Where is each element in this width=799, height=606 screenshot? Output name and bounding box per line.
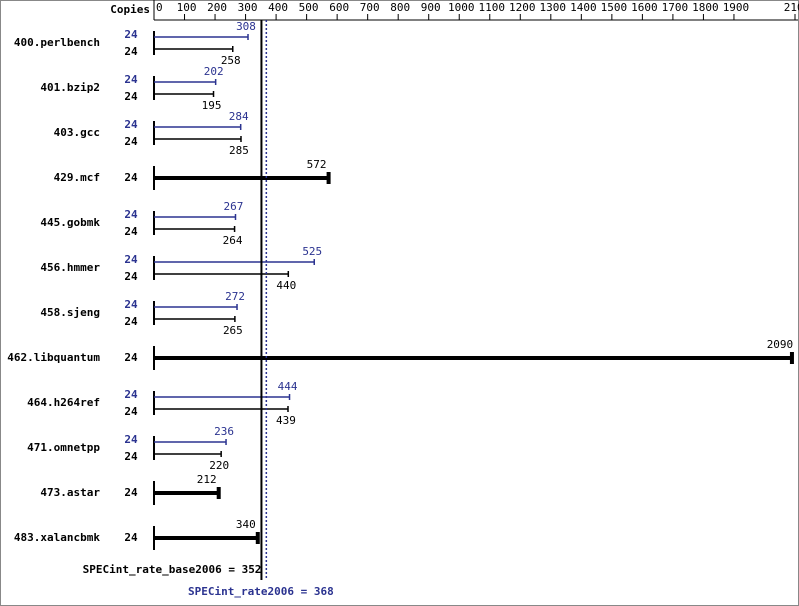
x-tick-label: 1400: [570, 1, 597, 14]
benchmark-name: 473.astar: [40, 486, 100, 499]
value-label: 267: [224, 200, 244, 213]
copies: 24: [124, 450, 138, 463]
copies: 24: [124, 433, 138, 446]
x-tick-label: 1100: [479, 1, 506, 14]
x-tick-label: 900: [421, 1, 441, 14]
copies: 24: [124, 45, 138, 58]
benchmark-name: 458.sjeng: [40, 306, 100, 319]
copies: 24: [124, 135, 138, 148]
bar: [154, 124, 242, 130]
copies: 24: [124, 531, 138, 544]
x-tick-label: 1000: [448, 1, 475, 14]
copies: 24: [124, 351, 138, 364]
x-tick-label: 100: [177, 1, 197, 14]
bar: [154, 214, 237, 220]
bar: [154, 91, 215, 97]
benchmark-name: 462.libquantum: [7, 351, 100, 364]
x-tick-label: 1900: [723, 1, 750, 14]
value-label: 284: [229, 110, 249, 123]
copies: 24: [124, 405, 138, 418]
bar: [154, 352, 794, 364]
benchmark-name: 403.gcc: [54, 126, 100, 139]
benchmark-name: 471.omnetpp: [27, 441, 100, 454]
value-label: 265: [223, 324, 243, 337]
benchmark-name: 483.xalancbmk: [14, 531, 100, 544]
value-label: 264: [223, 234, 243, 247]
copies: 24: [124, 270, 138, 283]
value-label: 572: [307, 158, 327, 171]
bar: [154, 46, 234, 52]
value-label: 236: [214, 425, 234, 438]
benchmark-name: 400.perlbench: [14, 36, 100, 49]
x-tick-label: 1500: [601, 1, 628, 14]
x-tick-label: 1700: [662, 1, 689, 14]
value-label: 439: [276, 414, 296, 427]
bar: [154, 316, 236, 322]
copies: 24: [124, 298, 138, 311]
bar: [154, 172, 331, 184]
x-tick-label: 500: [299, 1, 319, 14]
value-label: 285: [229, 144, 249, 157]
benchmark-name: 464.h264ref: [27, 396, 100, 409]
copies: 24: [124, 28, 138, 41]
x-tick-label: 1300: [540, 1, 567, 14]
value-label: 202: [204, 65, 224, 78]
reference-label: SPECint_rate_base2006 = 352: [83, 563, 262, 576]
x-tick-label: 0: [156, 1, 163, 14]
x-tick-label: 400: [268, 1, 288, 14]
bar: [154, 34, 249, 40]
x-tick-label: 200: [207, 1, 227, 14]
bar: [154, 304, 238, 310]
bar: [154, 226, 236, 232]
value-label: 272: [225, 290, 245, 303]
copies: 24: [124, 388, 138, 401]
copies: 24: [124, 118, 138, 131]
value-label: 525: [302, 245, 322, 258]
bar: [154, 439, 227, 445]
copies: 24: [124, 171, 138, 184]
bar: [154, 532, 260, 544]
copies: 24: [124, 73, 138, 86]
value-label: 2090: [767, 338, 794, 351]
bar: [154, 451, 222, 457]
benchmark-name: 401.bzip2: [40, 81, 100, 94]
copies: 24: [124, 225, 138, 238]
value-label: 444: [278, 380, 298, 393]
benchmark-name: 456.hmmer: [40, 261, 100, 274]
value-label: 195: [202, 99, 222, 112]
value-label: 308: [236, 20, 256, 33]
copies: 24: [124, 486, 138, 499]
bar: [154, 259, 315, 265]
bar: [154, 487, 221, 499]
copies: 24: [124, 208, 138, 221]
bar: [154, 79, 217, 85]
bar: [154, 136, 242, 142]
x-tick-label: 1200: [509, 1, 536, 14]
benchmark-name: 429.mcf: [54, 171, 100, 184]
x-tick-label: 1800: [692, 1, 719, 14]
x-tick-label: 600: [329, 1, 349, 14]
value-label: 212: [197, 473, 217, 486]
x-tick-label: 800: [390, 1, 410, 14]
value-label: 440: [276, 279, 296, 292]
value-label: 258: [221, 54, 241, 67]
x-tick-label: 700: [360, 1, 380, 14]
x-tick-label: 1600: [631, 1, 658, 14]
copies: 24: [124, 315, 138, 328]
value-label: 220: [209, 459, 229, 472]
benchmark-name: 445.gobmk: [40, 216, 100, 229]
reference-label: SPECint_rate2006 = 368: [188, 585, 334, 598]
copies-header: Copies: [110, 3, 150, 16]
x-tick-label: 300: [238, 1, 258, 14]
copies: 24: [124, 253, 138, 266]
copies: 24: [124, 90, 138, 103]
x-tick-label: 2100: [784, 1, 799, 14]
value-label: 340: [236, 518, 256, 531]
